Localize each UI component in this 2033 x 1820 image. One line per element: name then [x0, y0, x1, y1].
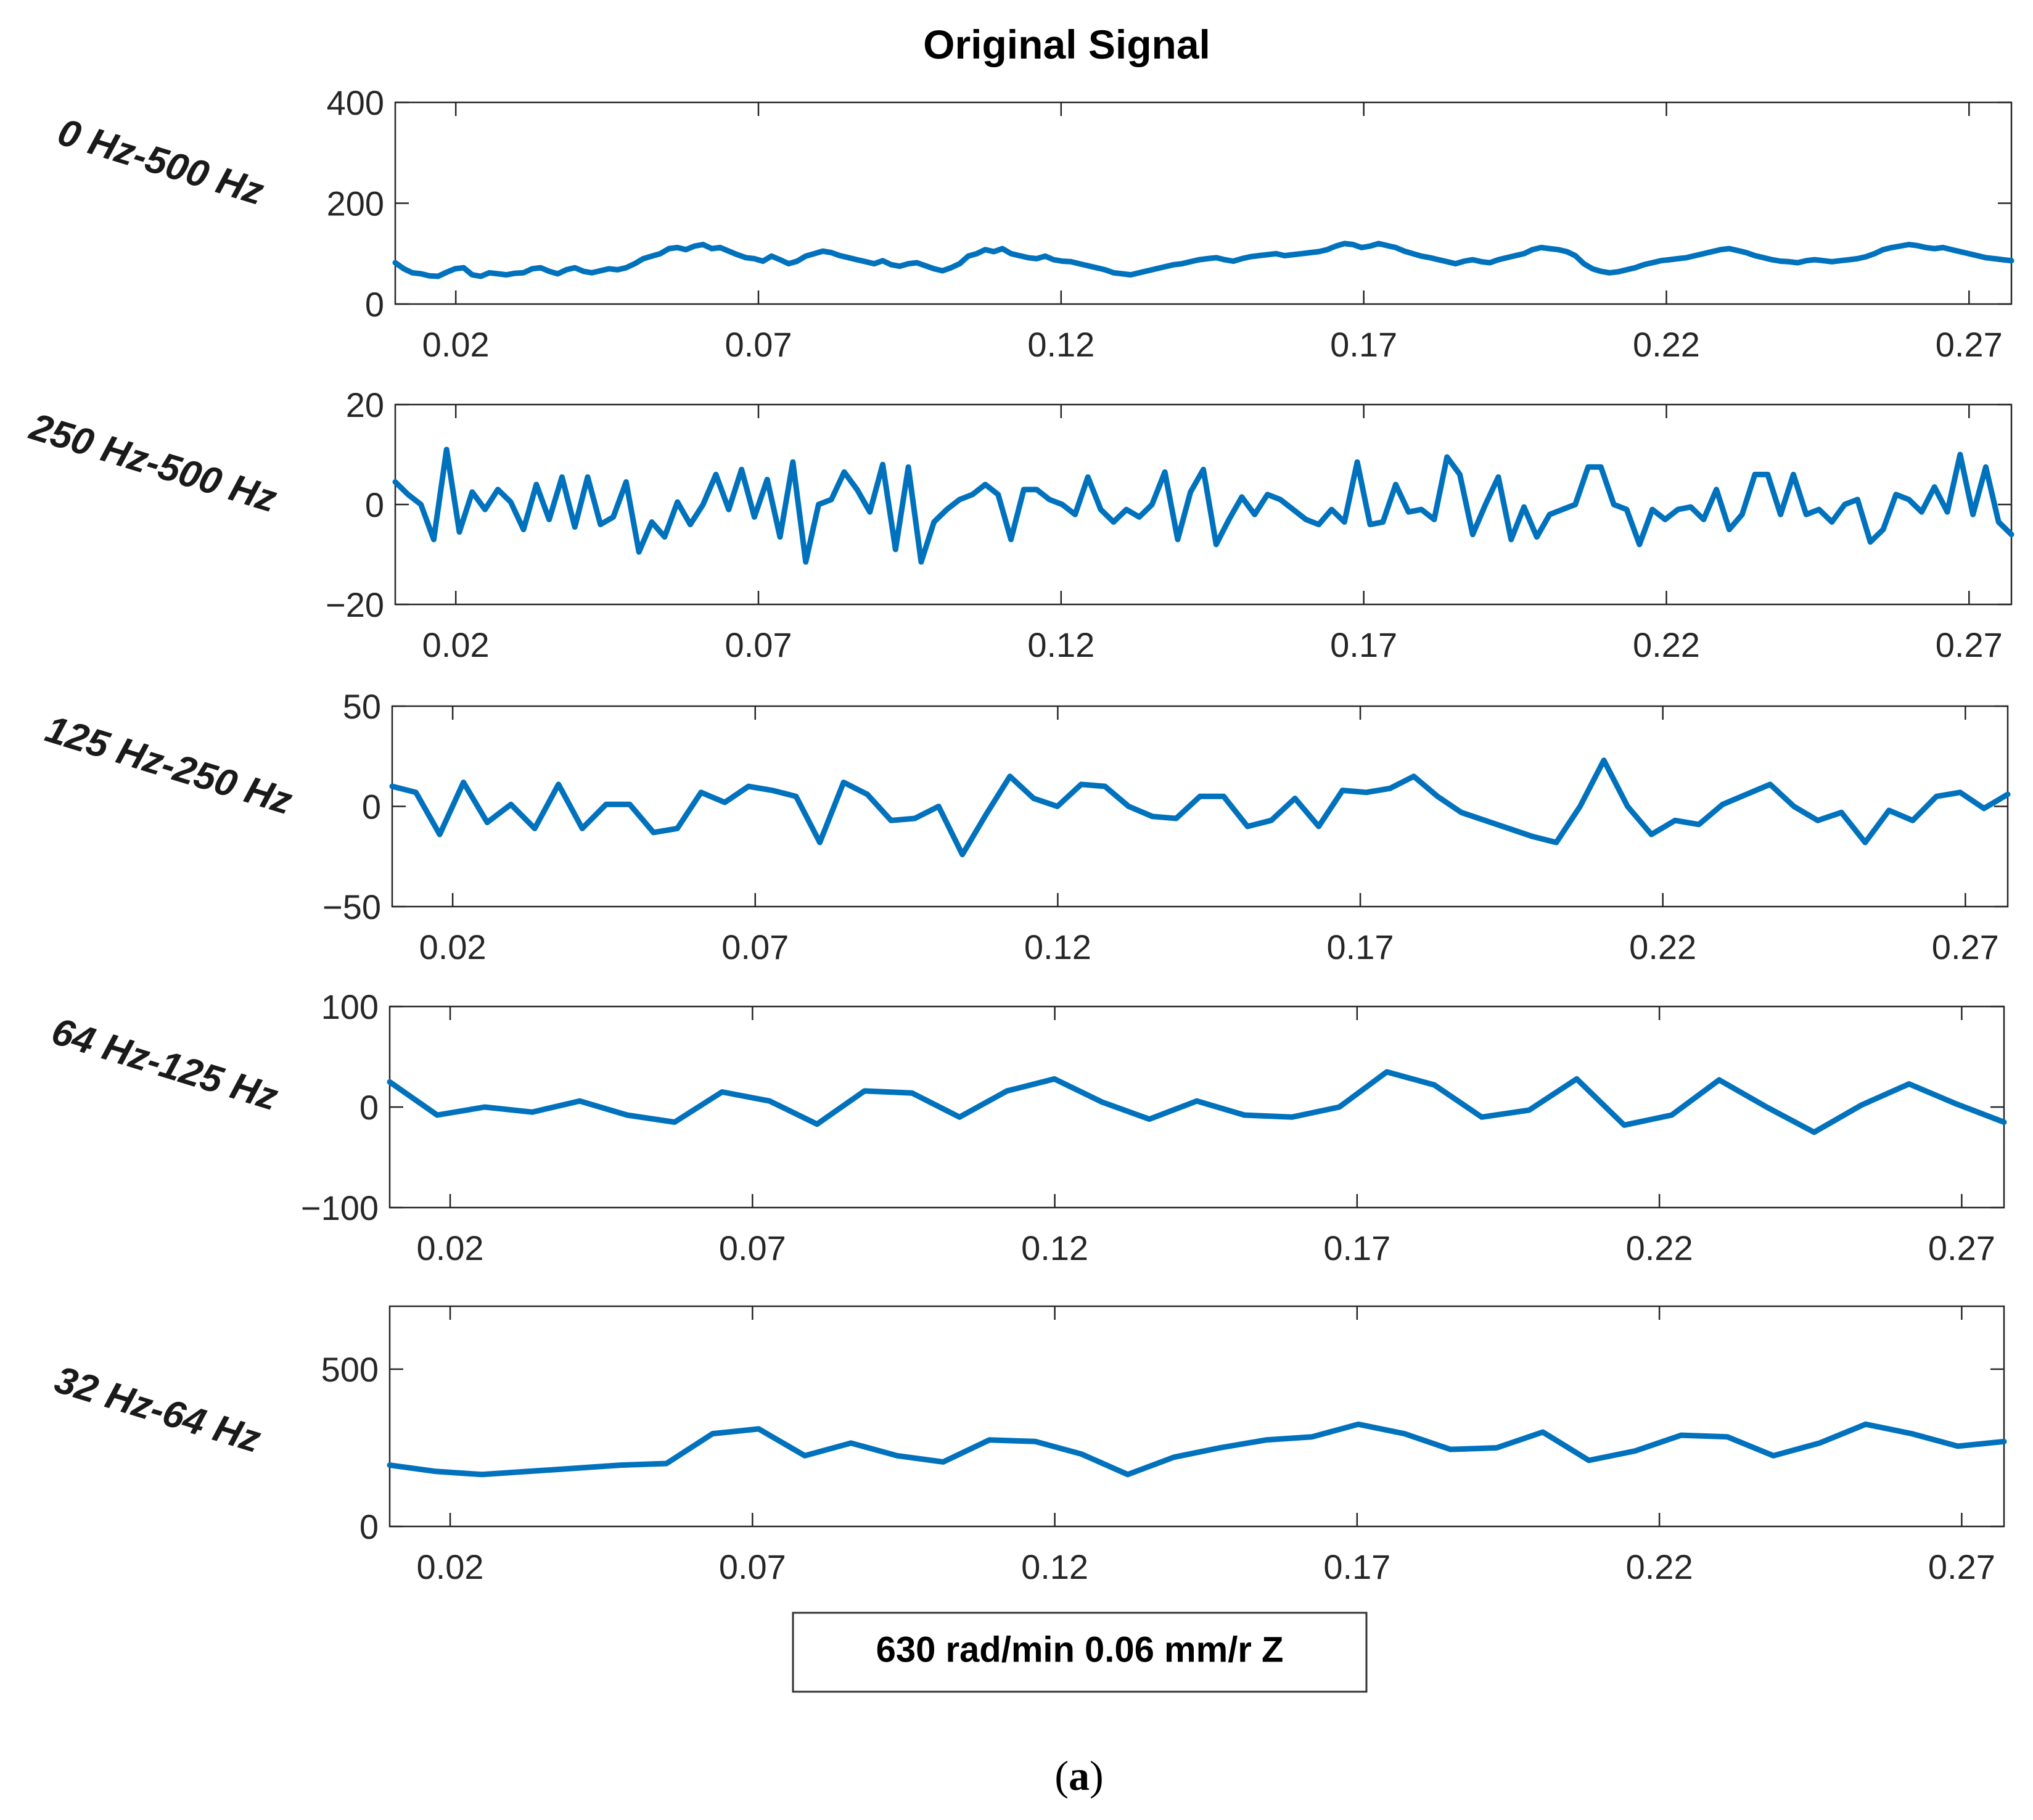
x-tick-label: 0.27: [1936, 625, 2003, 664]
x-tick-label: 0.17: [1327, 928, 1394, 966]
subplot-1: 0.02 0.07 0.12 0.17 0.22 0.27 0 200 400 0 Hz-500 …: [53, 83, 2015, 364]
y-tick-label: −20: [326, 585, 384, 624]
y-tick-label: 0: [365, 485, 384, 524]
x-tick-label: 0.12: [1024, 928, 1091, 966]
axes-box: [394, 403, 2013, 606]
signal-line: [387, 1421, 2007, 1478]
band-label: 250 Hz-500 Hz: [25, 405, 282, 521]
x-tick-label: 0.27: [1936, 325, 2003, 364]
x-tick-label: 0.22: [1626, 1547, 1693, 1586]
x-tick-label: 0.12: [1021, 1547, 1088, 1586]
band-label: 125 Hz-250 Hz: [41, 707, 297, 823]
x-tick-label: 0.07: [725, 325, 792, 364]
x-tick-label: 0.02: [422, 625, 490, 664]
x-tick-label: 0.07: [721, 928, 789, 966]
subplot-3: 0.02 0.07 0.12 0.17 0.22 0.27 −50 0 50 125 Hz-250…: [41, 687, 2011, 966]
axes-box: [388, 1305, 2005, 1528]
y-tick-label: 0: [362, 788, 381, 826]
x-tick-label: 0.22: [1626, 1229, 1693, 1267]
y-tick-label: 100: [321, 987, 379, 1026]
signal-line: [387, 1069, 2007, 1135]
x-tick-label: 0.02: [417, 1547, 484, 1586]
signal-line: [389, 757, 2011, 857]
x-tick-label: 0.17: [1323, 1547, 1390, 1586]
x-tick-label: 0.17: [1323, 1229, 1390, 1267]
x-tick-label: 0.02: [422, 325, 490, 364]
subplot-5: 0.02 0.07 0.12 0.17 0.22 0.27 0 500 32 Hz-64 Hz: [50, 1305, 2007, 1586]
caption-letter: a: [1069, 1752, 1090, 1799]
signal-line: [392, 241, 2015, 279]
x-tick-label: 0.07: [725, 625, 792, 664]
legend-text: 630 rad/min 0.06 mm/r Z: [876, 1629, 1284, 1670]
band-label: 64 Hz-125 Hz: [47, 1010, 283, 1119]
x-tick-label: 0.27: [1928, 1229, 1995, 1267]
y-tick-label: 20: [346, 385, 384, 424]
band-label: 0 Hz-500 Hz: [53, 110, 269, 213]
axes-box: [391, 705, 2009, 908]
y-tick-label: 500: [321, 1350, 379, 1389]
y-tick-label: 400: [327, 83, 384, 122]
legend-box: 630 rad/min 0.06 mm/r Z: [792, 1612, 1368, 1693]
x-tick-label: 0.22: [1633, 625, 1700, 664]
y-tick-label: 50: [343, 687, 381, 726]
caption-close-paren: ): [1090, 1752, 1104, 1799]
x-tick-label: 0.12: [1027, 325, 1095, 364]
figure-caption: (a): [1054, 1752, 1103, 1799]
x-tick-label: 0.07: [719, 1229, 786, 1267]
axes-box: [388, 1005, 2005, 1209]
band-label: 32 Hz-64 Hz: [50, 1358, 266, 1461]
x-tick-label: 0.27: [1932, 928, 1999, 966]
caption-open-paren: (: [1054, 1752, 1069, 1799]
signal-line: [392, 447, 2015, 565]
x-tick-label: 0.07: [719, 1547, 786, 1586]
x-tick-label: 0.02: [419, 928, 487, 966]
x-tick-label: 0.17: [1330, 625, 1397, 664]
x-tick-label: 0.02: [417, 1229, 484, 1267]
subplot-2: 0.02 0.07 0.12 0.17 0.22 0.27 −20 0 20 250 Hz-500…: [25, 385, 2015, 664]
y-tick-label: −100: [301, 1188, 379, 1227]
x-tick-label: 0.27: [1928, 1547, 1995, 1586]
y-tick-label: −50: [322, 887, 381, 926]
x-tick-label: 0.17: [1330, 325, 1397, 364]
y-tick-label: 0: [365, 285, 384, 324]
subplot-4: 0.02 0.07 0.12 0.17 0.22 0.27 −100 0 100 64 Hz-12…: [47, 987, 2007, 1267]
y-tick-label: 200: [327, 184, 384, 223]
y-tick-label: 0: [359, 1507, 379, 1546]
axes-box: [394, 101, 2013, 305]
x-tick-label: 0.22: [1633, 325, 1700, 364]
x-tick-label: 0.12: [1027, 625, 1095, 664]
y-tick-label: 0: [359, 1088, 379, 1127]
x-tick-label: 0.22: [1629, 928, 1696, 966]
x-tick-label: 0.12: [1021, 1229, 1088, 1267]
figure-title: Original Signal: [923, 22, 1210, 67]
